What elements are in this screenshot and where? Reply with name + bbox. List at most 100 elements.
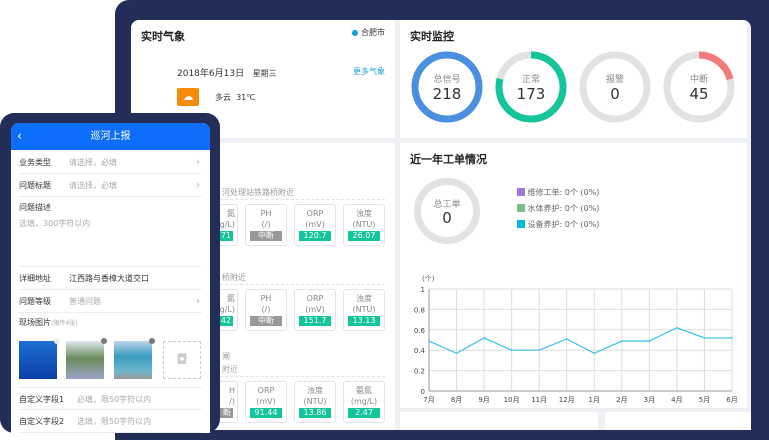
location-pin-icon: ● — [351, 28, 359, 37]
x-tick-label: 3月 — [644, 396, 655, 404]
sensor-card[interactable]: ORP (mV) 91.44 — [245, 381, 287, 423]
sensor-unit: (NTU) — [303, 397, 327, 406]
sensor-card[interactable]: ORP (mV) 120.7 — [294, 204, 336, 246]
field-label: 问题描述 — [19, 203, 51, 212]
sensor-value: 中断 — [250, 316, 282, 326]
photo-thumbnail[interactable] — [19, 338, 60, 379]
data-point — [565, 338, 568, 340]
ring-gauge — [579, 51, 651, 123]
ring-label: 总信号 — [433, 75, 461, 85]
condition: 多云 — [215, 93, 231, 102]
dashboard-screen: 实时气象 ● 合肥市 2018年6月13日 星期三 更多气象 ☁ 多云 31℃ … — [131, 20, 751, 430]
ring-value: 45 — [689, 85, 709, 103]
x-tick-label: 5月 — [699, 396, 710, 404]
workorder-line-chart: (个) 0 0.2 0.4 0.6 0.8 1 7月 8月 9月 10月 11月 12月 1月 2月 3月 4月… — [414, 275, 738, 408]
monitor-ring[interactable]: 报警 0 — [578, 50, 652, 124]
partly-cloudy-icon: ☁ — [177, 88, 199, 106]
sensor-name: 浊度 — [356, 294, 372, 303]
field-placeholder: 选填，300字符以内 — [19, 219, 91, 228]
sensor-card[interactable]: ORP (mV) 151.7 — [294, 289, 336, 331]
data-point — [455, 352, 458, 355]
monitor-ring[interactable]: 中断 45 — [662, 50, 736, 124]
legend-value: 0个 (0%) — [564, 204, 600, 213]
weekday: 星期三 — [252, 69, 277, 78]
weather-condition: 多云 31℃ — [215, 92, 255, 103]
city-name: 合肥市 — [361, 28, 385, 37]
address-field[interactable]: 详细地址 江西路与香樟大道交口 — [19, 267, 202, 290]
station-name: 闸 — [222, 352, 230, 361]
sensor-name: 氮 — [227, 209, 235, 218]
photos-title: 现场图片 — [19, 318, 51, 327]
divider — [210, 284, 385, 285]
sensor-card[interactable]: 浊度 (NTU) 13.13 — [343, 289, 385, 331]
weather-title: 实时气象 — [141, 30, 185, 43]
remove-photo-icon[interactable] — [101, 338, 107, 344]
sensor-value: 13.13 — [348, 316, 380, 326]
field-label: 业务类型 — [19, 158, 51, 167]
station-location: 附近 — [222, 365, 238, 374]
ring-label: 报警 — [605, 75, 624, 85]
legend-value: 0个 (0%) — [564, 220, 600, 229]
y-tick-label: 1 — [421, 286, 425, 294]
sensor-card[interactable]: 氨氮 (mg/L) 2.47 — [343, 381, 385, 423]
photo-thumbnail[interactable] — [66, 338, 107, 379]
x-tick-label: 4月 — [671, 396, 682, 404]
sensor-card[interactable]: 浊度 (NTU) 13.86 — [294, 381, 336, 423]
add-photo-camera-icon[interactable]: ◘ — [163, 341, 201, 379]
sensor-unit: /) — [229, 397, 235, 406]
sensor-unit: g/L) — [219, 305, 235, 314]
y-tick-label: 0.8 — [414, 306, 425, 314]
field-label: 自定义字段1 — [19, 395, 65, 404]
business-type-field[interactable]: 业务类型 请选择，必填 › — [19, 151, 202, 174]
field-label: 问题标题 — [19, 181, 51, 190]
photos-hint: (限传4张) — [51, 320, 78, 327]
remove-photo-icon[interactable] — [54, 338, 60, 344]
y-tick-label: 0.6 — [414, 327, 426, 335]
legend-label: 水体养护: — [527, 204, 563, 213]
sensor-value: 中断 — [250, 231, 282, 241]
sensor-unit: (mg/L) — [350, 397, 378, 406]
legend-swatch — [517, 188, 525, 196]
x-tick-label: 2月 — [616, 396, 627, 404]
sensor-unit: g/L) — [219, 220, 235, 229]
more-weather-link[interactable]: 更多气象 — [353, 67, 385, 76]
photo-thumbnail[interactable] — [114, 338, 155, 379]
issue-description-field[interactable]: 问题描述选填，300字符以内 — [19, 197, 202, 267]
chevron-right-icon: › — [196, 180, 200, 191]
sensor-name: ORP — [306, 209, 324, 218]
monitor-panel: 实时监控 总信号 218 正常 173 报警 0 中断 45 — [400, 20, 747, 138]
x-tick-label: 10月 — [504, 396, 520, 404]
field-label: 详细地址 — [19, 274, 51, 283]
x-tick-label: 6月 — [726, 396, 737, 404]
ring-gauge — [663, 51, 735, 123]
legend-swatch — [517, 220, 525, 228]
phone-title: 巡河上报 — [90, 131, 131, 142]
issue-title-field[interactable]: 问题标题 请选择，必填 › — [19, 174, 202, 197]
issue-level-field[interactable]: 问题等级 普通问题 › — [19, 290, 202, 313]
monitor-ring[interactable]: 总信号 218 — [410, 50, 484, 124]
divider — [210, 376, 385, 377]
station-panel: 河处理站铁路桥附近氮 g/L) 71 PH (/) 中断 ORP (mV) 120.7 浊度 (NT… — [200, 143, 395, 430]
ring-label: 中断 — [689, 75, 708, 85]
x-tick-label: 7月 — [423, 396, 434, 404]
city-selector[interactable]: ● 合肥市 — [351, 27, 385, 38]
sensor-value: 26.07 — [348, 231, 380, 241]
remove-photo-icon[interactable] — [149, 338, 155, 344]
monitor-ring[interactable]: 正常 173 — [494, 50, 568, 124]
sensor-name: PH — [260, 294, 272, 303]
sensor-unit: (/) — [261, 305, 271, 314]
x-tick-label: 11月 — [531, 396, 547, 404]
sensor-card[interactable]: 浊度 (NTU) 26.07 — [343, 204, 385, 246]
sensor-card[interactable]: PH (/) 中断 — [245, 289, 287, 331]
ring-gauge — [411, 51, 483, 123]
y-tick-label: 0.4 — [414, 347, 426, 355]
data-point — [703, 337, 706, 339]
total-label: 总工单 — [433, 200, 461, 210]
back-icon[interactable]: ‹ — [17, 129, 23, 144]
sensor-card[interactable]: PH (/) 中断 — [245, 204, 287, 246]
custom-field-1[interactable]: 自定义字段1 必填，限50字符以内 — [19, 387, 202, 410]
weather-date: 2018年6月13日 星期三 — [177, 66, 277, 79]
custom-field-2[interactable]: 自定义字段2 选填，限50字符以内 — [19, 410, 202, 433]
sensor-value: 120.7 — [299, 231, 331, 241]
sensor-name: 浊度 — [356, 209, 372, 218]
